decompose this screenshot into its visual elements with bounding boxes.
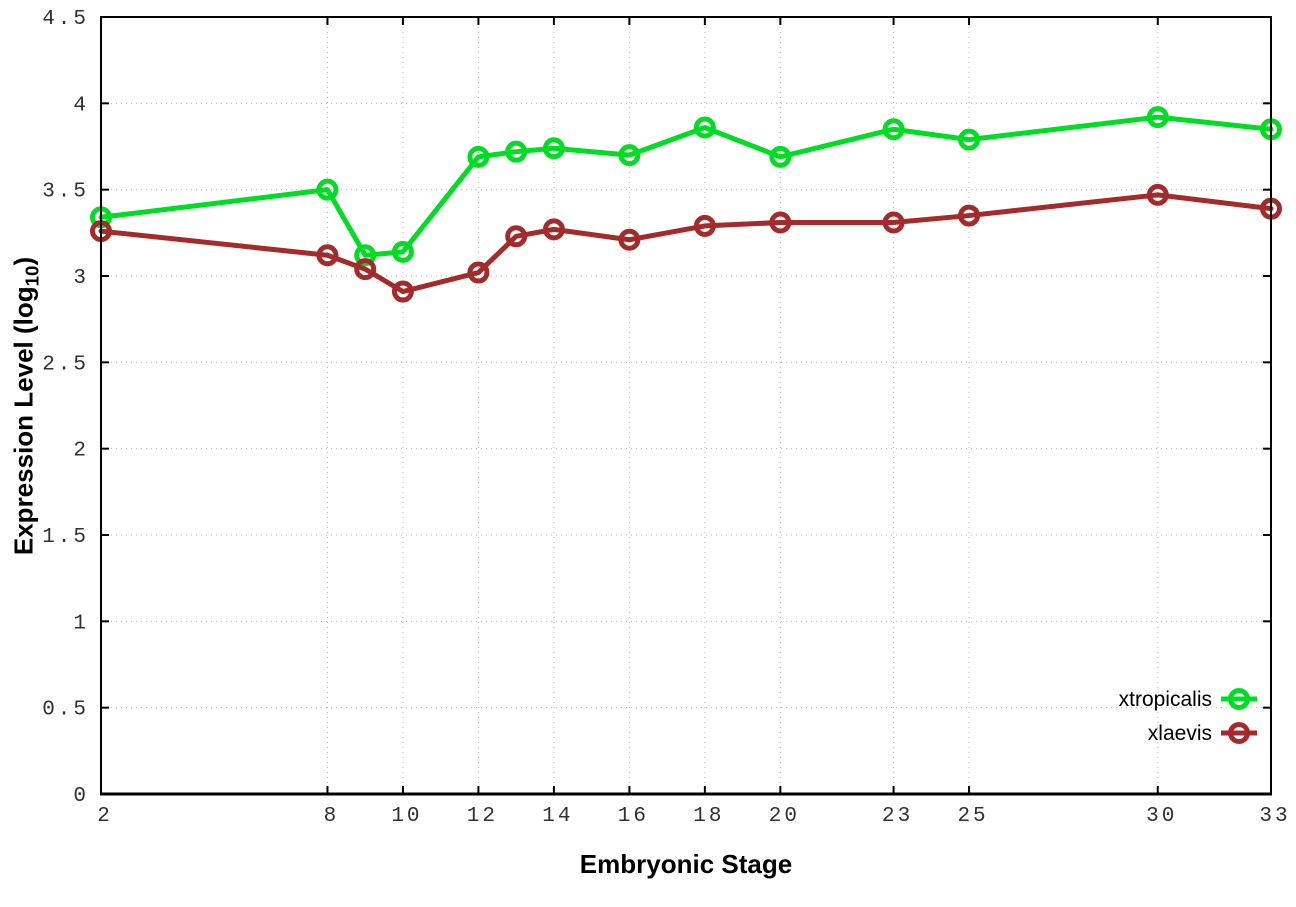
x-tick-label: 16 — [618, 805, 649, 828]
series-layer — [90, 106, 1282, 303]
x-tick-label: 2 — [97, 805, 113, 828]
legend: xtropicalis xlaevis — [1119, 688, 1257, 745]
y-tick-label: 2 — [73, 440, 89, 463]
data-point-xtropicalis-16 — [618, 144, 641, 167]
data-point-xtropicalis-25 — [958, 128, 981, 151]
legend-marker-xtropicalis — [1228, 688, 1250, 710]
data-point-xtropicalis-10 — [391, 240, 414, 263]
axes-layer: 2 8 10 12 14 16 18 20 23 25 30 33 0 0.5 1 1.5 2 2.5 3 3.5 4 4… — [42, 8, 1290, 828]
y-tick-label: 3 — [73, 267, 89, 290]
data-point-xlaevis-25 — [958, 204, 981, 227]
y-tick-label: 4 — [73, 94, 89, 117]
x-tick-label: 18 — [693, 805, 724, 828]
y-tick-label: 0.5 — [42, 699, 89, 722]
data-point-xtropicalis-30 — [1146, 106, 1169, 129]
y-tick-label: 4.5 — [42, 8, 89, 31]
x-tick-label: 33 — [1259, 805, 1290, 828]
series-line-xtropicalis — [98, 114, 1274, 258]
grid-layer — [101, 17, 1271, 794]
y-tick-label: 3.5 — [42, 181, 89, 204]
y-axis-title-suffix: ) — [8, 256, 39, 266]
y-axis-title-text: Expression Level (log — [8, 286, 39, 556]
x-tick-label: 8 — [324, 805, 340, 828]
data-point-xtropicalis-8 — [316, 178, 339, 201]
data-point-xtropicalis-18 — [693, 116, 716, 139]
legend-label-xlaevis: xlaevis — [1148, 722, 1212, 745]
data-point-xlaevis-9 — [354, 258, 377, 281]
y-tick-label: 1 — [73, 612, 89, 635]
x-tick-label: 23 — [882, 805, 913, 828]
data-point-xlaevis-8 — [316, 244, 339, 267]
data-point-xlaevis-16 — [618, 228, 641, 251]
series-line-xlaevis — [98, 192, 1274, 295]
x-tick-label: 10 — [391, 805, 422, 828]
data-point-xtropicalis-20 — [769, 145, 792, 168]
y-tick-label: 1.5 — [42, 526, 89, 549]
legend-label-xtropicalis: xtropicalis — [1119, 688, 1212, 711]
data-point-xlaevis-23 — [882, 211, 905, 234]
x-tick-label: 30 — [1146, 805, 1177, 828]
x-axis-title: Embryonic Stage — [579, 849, 793, 879]
data-point-xlaevis-12 — [467, 261, 490, 284]
y-axis-title-subscript: 10 — [21, 265, 43, 287]
data-point-xlaevis-30 — [1146, 183, 1169, 206]
x-tick-label: 25 — [957, 805, 988, 828]
data-point-xtropicalis-23 — [882, 118, 905, 141]
data-point-xlaevis-20 — [769, 211, 792, 234]
data-point-xlaevis-14 — [542, 218, 565, 241]
x-tick-label: 12 — [467, 805, 498, 828]
data-point-xtropicalis-14 — [542, 137, 565, 160]
y-tick-label: 0 — [73, 785, 89, 808]
legend-marker-xlaevis — [1228, 722, 1250, 744]
y-axis-title: Expression Level (log10) — [8, 257, 43, 555]
data-point-xtropicalis-12 — [467, 145, 490, 168]
x-tick-label: 14 — [542, 805, 573, 828]
data-point-xlaevis-13 — [505, 225, 528, 248]
x-tick-label: 20 — [769, 805, 800, 828]
data-point-xlaevis-18 — [693, 214, 716, 237]
y-tick-label: 2.5 — [42, 353, 89, 376]
data-point-xlaevis-10 — [391, 280, 414, 303]
data-point-xtropicalis-9 — [354, 244, 377, 267]
data-point-xtropicalis-13 — [505, 140, 528, 163]
